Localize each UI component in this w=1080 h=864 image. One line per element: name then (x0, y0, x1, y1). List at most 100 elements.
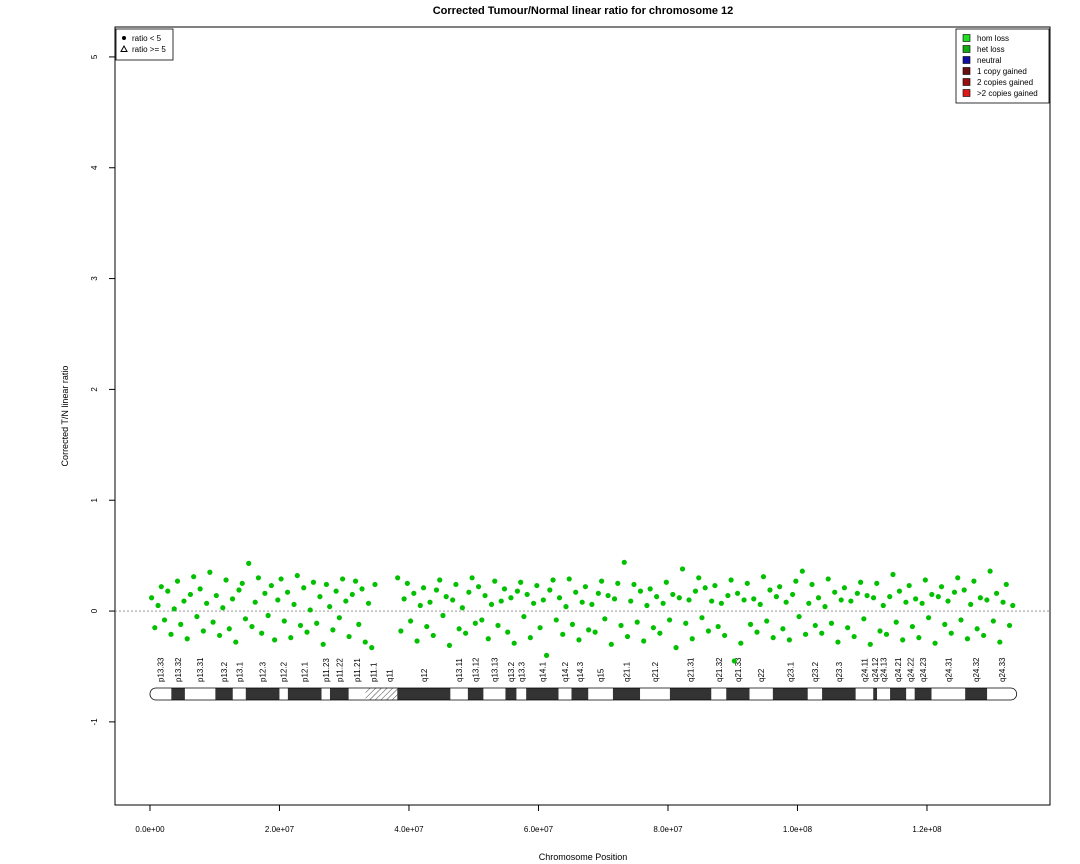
data-point (514, 588, 521, 594)
legend-marker (120, 44, 128, 52)
data-point (835, 639, 841, 645)
data-point (618, 622, 624, 629)
band-label: q24.13 (880, 657, 889, 682)
data-point (637, 588, 644, 594)
data-point (948, 630, 954, 636)
data-point (155, 602, 161, 609)
data-point (764, 618, 770, 624)
data-point (443, 594, 449, 600)
data-point (339, 576, 346, 582)
data-point (427, 599, 433, 605)
band-label: p12.1 (301, 661, 310, 682)
data-point (262, 590, 268, 596)
data-point (168, 631, 174, 637)
band-label: q14.2 (561, 661, 570, 682)
data-point (220, 605, 226, 611)
data-point (242, 616, 249, 622)
data-point (573, 589, 579, 595)
data-point (958, 617, 964, 623)
data-point (935, 594, 941, 600)
data-point (679, 566, 686, 572)
data-point (482, 592, 488, 599)
ideogram-outline (149, 687, 1018, 701)
data-point (913, 596, 919, 602)
data-point (793, 578, 799, 584)
chart-title: Corrected Tumour/Normal linear ratio for… (433, 5, 734, 17)
ideogram-band (772, 688, 808, 700)
band-label: p12.2 (280, 661, 289, 682)
data-point (718, 600, 724, 606)
data-point (650, 625, 657, 631)
band-label: q23.1 (786, 661, 795, 682)
data-point (592, 629, 598, 635)
data-point (916, 635, 922, 641)
data-point (777, 584, 783, 590)
data-point (1010, 602, 1016, 609)
data-point (851, 633, 857, 640)
data-point (786, 637, 792, 643)
data-point (524, 591, 530, 598)
data-point (666, 617, 673, 623)
data-point (323, 581, 330, 588)
data-point (165, 588, 171, 594)
data-point (446, 642, 453, 649)
data-point (301, 585, 307, 591)
data-point (799, 568, 805, 574)
data-point (767, 587, 773, 593)
legend-swatch (962, 45, 971, 53)
x-tick-label: 2.0e+07 (265, 825, 295, 834)
x-tick-label: 1.0e+08 (783, 825, 813, 834)
data-point (414, 638, 420, 644)
data-point (492, 578, 498, 584)
data-point (848, 598, 854, 604)
data-point (531, 600, 537, 606)
ideogram-band (890, 688, 907, 700)
data-point (819, 630, 825, 636)
data-point (760, 574, 767, 580)
ideogram-band (877, 688, 891, 700)
legend-label: ratio >= 5 (132, 45, 166, 54)
band-label: q24.12 (871, 657, 880, 682)
data-point (903, 599, 909, 605)
band-label: p11.23 (322, 658, 331, 682)
data-point (330, 627, 336, 633)
data-point (744, 580, 750, 586)
data-point (333, 588, 339, 594)
data-point (239, 580, 245, 586)
data-point (870, 595, 877, 601)
data-point (615, 580, 621, 586)
ideogram-band (526, 688, 559, 700)
data-point (977, 595, 983, 601)
data-point (294, 572, 300, 579)
y-tick-label: 3 (90, 276, 99, 281)
ideogram-band (873, 688, 878, 700)
band-label: p13.32 (174, 657, 183, 682)
plot-frame (114, 26, 1051, 806)
data-point (459, 605, 465, 611)
data-point (272, 637, 278, 643)
legend-marker (122, 36, 126, 40)
x-tick-label: 0.0e+00 (135, 825, 165, 834)
data-point (906, 582, 912, 589)
data-point (453, 581, 459, 588)
data-point (660, 600, 666, 606)
data-point (922, 577, 928, 583)
data-point (822, 604, 828, 610)
data-point (893, 619, 899, 625)
ideogram-band (329, 688, 349, 700)
band-label: q13.11 (455, 658, 464, 682)
data-point (346, 633, 352, 640)
data-point (191, 574, 197, 580)
data-point (178, 621, 184, 627)
ideogram-band (669, 688, 712, 700)
legend-label: neutral (977, 56, 1002, 65)
data-point (187, 591, 194, 598)
data-point (773, 594, 780, 600)
data-point (472, 620, 478, 626)
ideogram-band (171, 688, 185, 700)
data-point (945, 598, 951, 604)
data-point (654, 594, 660, 600)
ideogram-band (906, 688, 915, 700)
data-point (812, 622, 818, 629)
data-point (981, 632, 987, 639)
